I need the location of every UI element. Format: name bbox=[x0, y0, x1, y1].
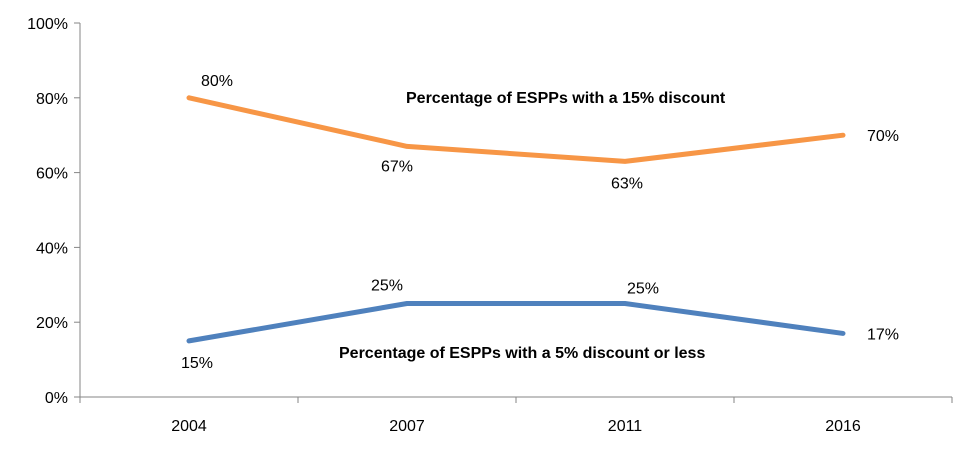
data-label: 63% bbox=[611, 175, 643, 192]
x-tick-label: 2007 bbox=[389, 418, 425, 435]
y-tick-label: 40% bbox=[36, 240, 68, 257]
series-annotation-5-percent-or-less: Percentage of ESPPs with a 5% discount o… bbox=[339, 345, 705, 362]
series-annotations: Percentage of ESPPs with a 15% discount … bbox=[339, 90, 726, 362]
series-line-0 bbox=[186, 95, 846, 164]
data-label: 25% bbox=[371, 278, 403, 295]
y-tick-label: 20% bbox=[36, 315, 68, 332]
y-tick-label: 80% bbox=[36, 91, 68, 108]
y-tick-label: 100% bbox=[27, 16, 68, 33]
y-axis-ticks: 0% 20% 40% 60% 80% 100% bbox=[27, 16, 80, 407]
series-lines bbox=[186, 95, 846, 344]
data-label: 67% bbox=[381, 158, 413, 175]
x-tick-label: 2011 bbox=[608, 418, 643, 435]
series-annotation-15-percent: Percentage of ESPPs with a 15% discount bbox=[406, 90, 726, 107]
x-tick-label: 2004 bbox=[171, 418, 207, 435]
data-label: 17% bbox=[867, 326, 899, 343]
data-label: 25% bbox=[627, 281, 659, 298]
data-label: 80% bbox=[201, 73, 233, 90]
y-tick-label: 60% bbox=[36, 166, 68, 183]
series-line-1 bbox=[186, 301, 846, 344]
data-label: 70% bbox=[867, 128, 899, 145]
data-label: 15% bbox=[181, 355, 213, 372]
x-axis-ticks: 2004 2007 2011 2016 bbox=[79, 397, 953, 435]
data-labels: 80% 67% 63% 70% 15% 25% 25% 17% bbox=[181, 73, 899, 372]
y-tick-label: 0% bbox=[45, 390, 68, 407]
x-tick-label: 2016 bbox=[825, 418, 861, 435]
